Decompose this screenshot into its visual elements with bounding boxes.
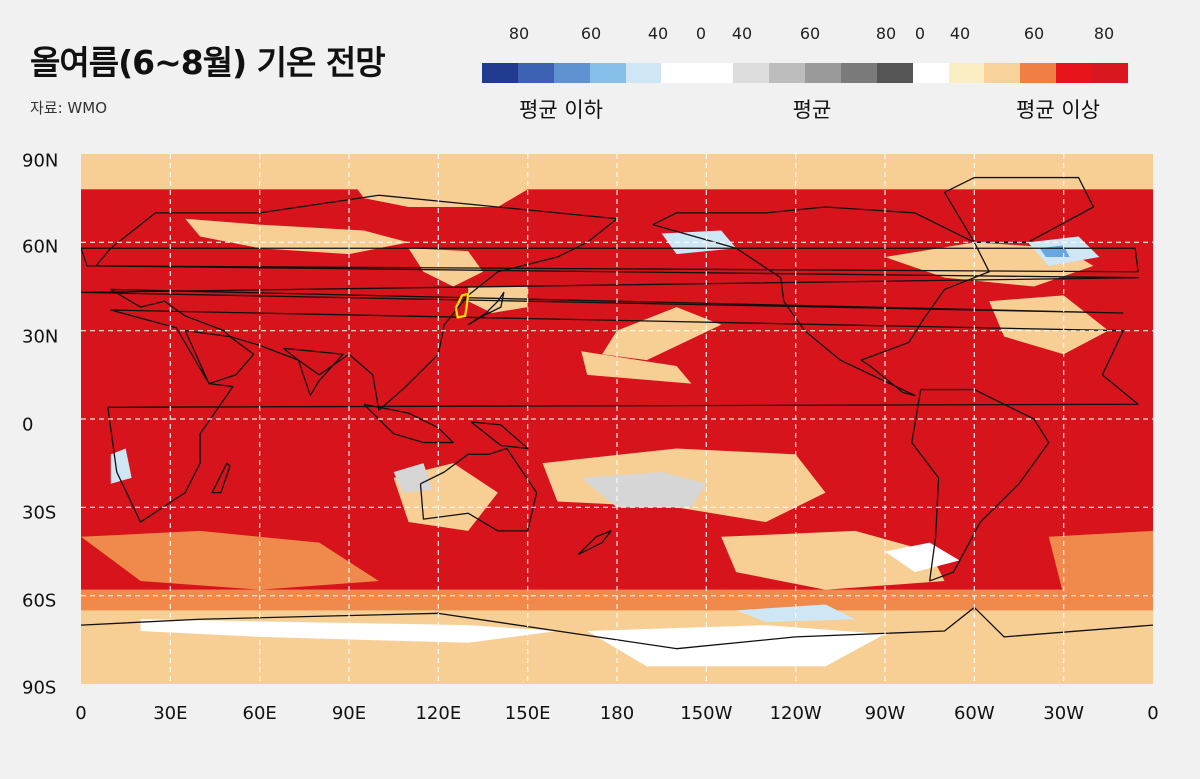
legend-swatch: [733, 63, 770, 83]
latitude-label: 60S: [22, 590, 57, 612]
legend-swatch: [769, 63, 806, 83]
outlook-region: [468, 286, 528, 313]
latitude-label: 90S: [22, 677, 57, 699]
legend-group-label: 평균 이하: [519, 98, 603, 122]
legend-tick-label: 60: [1023, 24, 1045, 43]
longitude-label: 90W: [864, 703, 906, 724]
coastline-indonesia: [363, 403, 454, 444]
korea-outline: [455, 292, 470, 319]
legend-group-label: 평균: [792, 98, 832, 122]
legend-swatch: [697, 63, 734, 83]
legend-tick-label: 0: [695, 24, 707, 43]
outlook-region: [581, 351, 692, 384]
legend-tick-label: 80: [508, 24, 530, 43]
legend-swatch: [625, 63, 662, 83]
source-note: 자료: WMO: [30, 99, 108, 117]
longitude-label: 30E: [153, 703, 188, 724]
outlook-region: [602, 307, 722, 361]
latitude-label: 0: [22, 414, 34, 436]
legend-swatch: [984, 63, 1021, 83]
outlook-region: [587, 625, 885, 667]
longitude-label: 180: [599, 703, 635, 724]
legend-swatch: [1020, 63, 1057, 83]
legend-swatch: [661, 63, 698, 83]
latitude-label: 90N: [22, 150, 59, 172]
coastline-india: [283, 347, 344, 397]
longitude-label: 150W: [680, 703, 733, 724]
coastline-newzealand: [577, 530, 612, 556]
longitude-label: 120E: [415, 703, 462, 724]
legend-swatch: [517, 63, 554, 83]
legend-tick-label: 80: [1093, 24, 1115, 43]
coastline-namerica: [652, 206, 990, 397]
coastline-africa: [107, 309, 1139, 523]
coastline-samerica: [911, 388, 1050, 582]
page-title: 올여름(6~8월) 기온 전망: [30, 43, 386, 82]
outlook-region: [581, 472, 707, 508]
legend-tick-label: 40: [647, 24, 669, 43]
coastline-arabia: [184, 330, 255, 385]
latitude-label: 60N: [22, 236, 59, 258]
coastline-newguinea: [470, 421, 529, 450]
legend-swatch: [805, 63, 841, 83]
outlook-region: [81, 530, 379, 590]
legend-swatch: [1056, 63, 1093, 83]
legend-swatch: [482, 63, 518, 83]
coastline-antarctica: [81, 606, 1153, 650]
outlook-region: [110, 448, 132, 484]
outlook-region: [1048, 530, 1153, 596]
legend-swatch: [553, 63, 590, 83]
legend-swatch: [912, 63, 949, 83]
legend: 80 60 40 0 40 60 80 0 40 60 80 평균 이하 평균 평균 이상: [0, 0, 1200, 140]
world-map: [81, 154, 1153, 684]
legend-swatch: [589, 63, 626, 83]
lat-lon-gridlines: [81, 154, 1153, 684]
longitude-label: 60W: [953, 703, 995, 724]
legend-tick-label: 60: [580, 24, 602, 43]
coastline-australia: [419, 447, 538, 532]
legend-tick-label: 80: [875, 24, 897, 43]
legend-swatch: [840, 63, 877, 83]
legend-group-label: 평균 이상: [1016, 98, 1100, 122]
outlook-region: [185, 218, 409, 255]
latitude-label: 30S: [22, 502, 57, 524]
longitude-label: 30W: [1043, 703, 1085, 724]
longitude-label: 60E: [242, 703, 277, 724]
longitude-label: 120W: [769, 703, 822, 724]
korea-highlight: [455, 292, 470, 319]
longitude-label: 150E: [504, 703, 551, 724]
coastline-uk: [81, 247, 1139, 273]
longitude-label: 0: [1147, 703, 1159, 724]
legend-swatch: [1092, 63, 1129, 83]
legend-swatch: [876, 63, 913, 83]
latitude-label: 30N: [22, 326, 59, 348]
legend-tick-label: 0: [914, 24, 926, 43]
legend-tick-label: 40: [949, 24, 971, 43]
coastline-eurasia: [81, 194, 1139, 411]
legend-swatch: [948, 63, 985, 83]
longitude-label: 0: [75, 703, 87, 724]
outlook-region: [721, 530, 945, 590]
longitude-label: 90E: [331, 703, 367, 724]
legend-tick-label: 60: [799, 24, 821, 43]
outlook-region: [885, 542, 960, 573]
coastline-japan: [467, 291, 505, 326]
legend-tick-label: 40: [731, 24, 753, 43]
legend-color-bar: [482, 63, 1129, 83]
coastline-madagascar: [211, 462, 231, 494]
outlook-region: [393, 463, 433, 493]
